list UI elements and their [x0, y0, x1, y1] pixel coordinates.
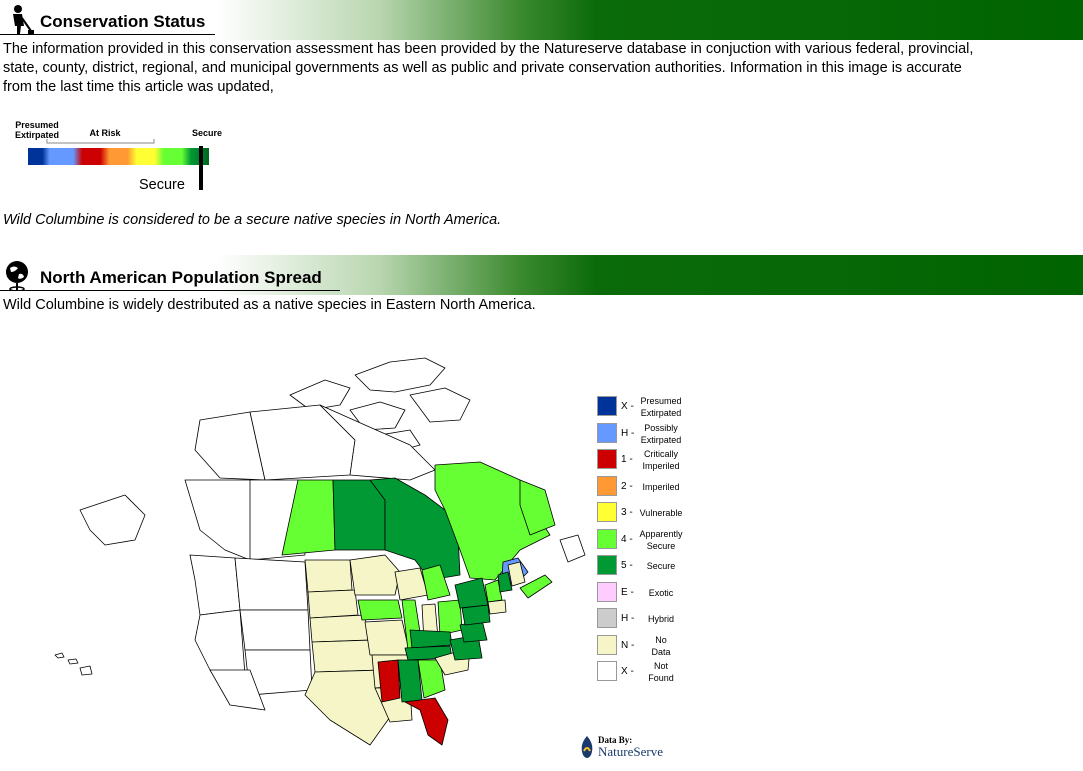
legend-label: Critically Imperiled — [642, 449, 680, 471]
legend-code: H - — [621, 427, 635, 439]
credit-line2: NatureServe — [598, 744, 663, 759]
credit-line1: Data By: — [598, 735, 633, 745]
conservation-info-paragraph: The information provided in this conserv… — [3, 41, 974, 95]
scale-status-text: Secure — [139, 177, 185, 193]
legend-code: 2 - — [621, 480, 633, 492]
legend-swatch — [597, 502, 617, 522]
legend-label: Not Found — [648, 661, 674, 683]
legend-row: H - Hybrid — [597, 608, 692, 630]
legend-code: 5 - — [621, 560, 633, 571]
status-scale: Presumed Extirpated At Risk Secure Secur… — [0, 115, 260, 195]
legend-row: X - Not Found — [597, 661, 692, 683]
legend-code: 3 - — [621, 507, 633, 518]
conservation-statement: Wild Columbine is considered to be a sec… — [3, 212, 502, 228]
scale-gradient-bar — [28, 148, 209, 165]
legend-label: Secure — [646, 561, 676, 571]
legend-code: N - — [621, 639, 635, 651]
legend-swatch — [597, 422, 617, 443]
legend-code: E - — [621, 586, 634, 598]
legend-swatch — [597, 661, 617, 681]
legend-label: Hybrid — [647, 614, 674, 624]
legend-label: Vulnerable — [639, 508, 683, 518]
north-america-map — [54, 357, 586, 746]
title-underline — [0, 290, 340, 291]
legend-swatch — [597, 475, 617, 496]
scale-label-secure: Secure — [191, 128, 223, 138]
legend-row: 1 - Critically Imperiled — [597, 449, 692, 471]
legend-code: 1 - — [621, 454, 633, 465]
legend-row: X - Presumed Extirpated — [597, 396, 692, 418]
population-paragraph: Wild Columbine is widely destributed as … — [3, 297, 536, 313]
natureserve-logo-icon — [581, 736, 593, 758]
legend-row: 5 - Secure — [597, 555, 692, 577]
legend-swatch — [597, 528, 617, 549]
population-spread-title: North American Population Spread — [40, 268, 322, 287]
globe-pin-icon — [6, 261, 28, 291]
gardener-icon — [13, 5, 34, 34]
scale-marker — [198, 146, 203, 190]
conservation-status-header: Conservation Status — [0, 0, 1083, 40]
legend-swatch — [597, 555, 617, 575]
legend-row: 3 - Vulnerable — [597, 502, 692, 524]
legend-label: Presumed Extirpated — [640, 396, 682, 418]
legend-row: E - Exotic — [597, 581, 692, 604]
scale-label-presumed: Presumed Extirpated — [14, 120, 59, 140]
legend-swatch — [597, 449, 617, 469]
legend-row: 4 - Apparently Secure — [597, 528, 692, 551]
conservation-status-title: Conservation Status — [40, 12, 206, 31]
legend-code: X - — [621, 401, 634, 412]
legend-row: H - Possibly Extirpated — [597, 422, 692, 445]
legend-code: H - — [621, 613, 635, 624]
legend-label: Exotic — [648, 587, 674, 598]
population-spread-header: North American Population Spread — [0, 255, 1083, 295]
legend-swatch — [597, 634, 617, 655]
legend-label: Possibly Extirpated — [640, 422, 682, 445]
scale-brackets — [46, 139, 155, 144]
legend-row: 2 - Imperiled — [597, 475, 692, 498]
legend-code: X - — [621, 666, 634, 677]
legend-swatch — [597, 608, 617, 628]
natureserve-credit: Data By: NatureServe — [578, 733, 688, 763]
legend-swatch — [597, 581, 617, 602]
legend-code: 4 - — [621, 533, 633, 545]
scale-label-at-risk: At Risk — [89, 128, 121, 138]
title-underline — [0, 34, 215, 35]
legend-label: No Data — [651, 634, 671, 657]
legend-row: N - No Data — [597, 634, 692, 657]
legend-swatch — [597, 396, 617, 416]
legend-label: Imperiled — [642, 481, 680, 492]
legend-label: Apparently Secure — [639, 528, 683, 551]
